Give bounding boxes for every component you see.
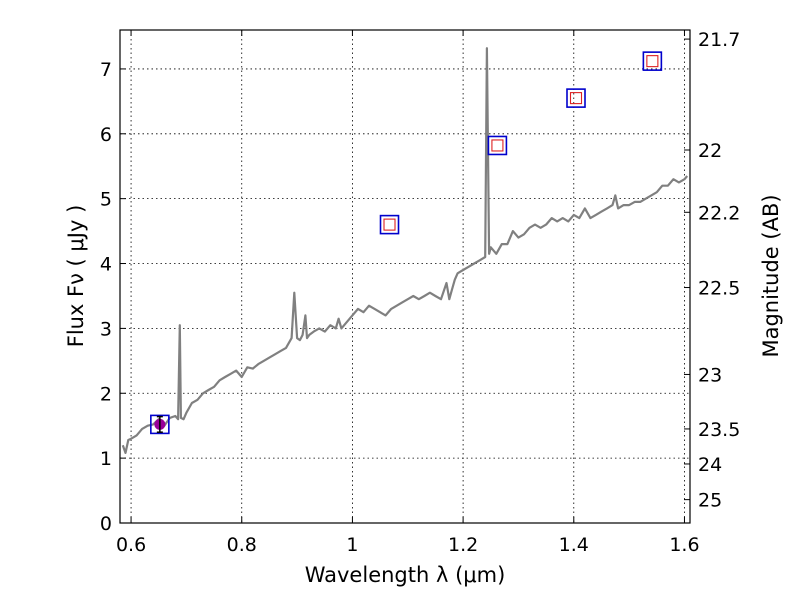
model-marker — [491, 139, 504, 152]
y-tick-label: 1 — [100, 448, 112, 470]
x-tick-label: 1.2 — [448, 534, 478, 556]
y-tick-label: 0 — [100, 513, 112, 535]
y2-tick-label: 22.5 — [698, 278, 740, 300]
y-axis-label: Flux Fν ( μJy ) — [64, 205, 88, 348]
spectrum-line — [121, 47, 689, 454]
y2-tick-label: 23.5 — [698, 419, 740, 441]
photometry-marker — [379, 214, 400, 235]
photometry-marker — [566, 88, 586, 108]
y2-axis-label: Magnitude (AB) — [759, 194, 783, 357]
y-tick-label: 2 — [100, 383, 112, 405]
y-tick-label: 4 — [100, 254, 112, 276]
y2-tick-label: 23 — [698, 364, 722, 386]
y2-tick-label: 21.7 — [698, 29, 740, 51]
y-axis-ticks: 0 1 2 3 4 5 6 7 — [100, 59, 126, 535]
y2-tick-label: 25 — [698, 490, 722, 512]
model-marker — [569, 92, 583, 105]
y2-tick-label: 24 — [698, 454, 722, 476]
model-marker — [383, 218, 396, 231]
y-tick-label: 6 — [100, 124, 112, 146]
x-tick-label: 1.4 — [559, 534, 589, 556]
y-tick-label: 3 — [100, 318, 112, 340]
x-axis-label: Wavelength λ (μm) — [305, 563, 506, 587]
y-tick-label: 5 — [100, 189, 112, 211]
y-tick-label: 7 — [100, 59, 112, 81]
y2-axis-ticks: 21.7 22 22.2 22.5 23 23.5 24 25 — [684, 29, 740, 512]
photometry-marker — [150, 414, 170, 435]
series-layer — [121, 47, 689, 454]
x-tick-label: 1.6 — [669, 534, 699, 556]
y2-tick-label: 22 — [698, 140, 722, 162]
y2-tick-label: 22.2 — [698, 202, 740, 224]
plot-frame — [119, 29, 691, 524]
x-axis-ticks: 0.6 0.8 1 1.2 1.4 1.6 — [116, 30, 700, 556]
photometry-marker — [642, 51, 663, 71]
plot-background — [120, 30, 690, 523]
x-tick-label: 0.8 — [227, 534, 257, 556]
model-marker — [646, 55, 659, 68]
x-tick-label: 1 — [346, 534, 358, 556]
x-tick-label: 0.6 — [116, 534, 146, 556]
photometry-marker — [487, 135, 508, 156]
